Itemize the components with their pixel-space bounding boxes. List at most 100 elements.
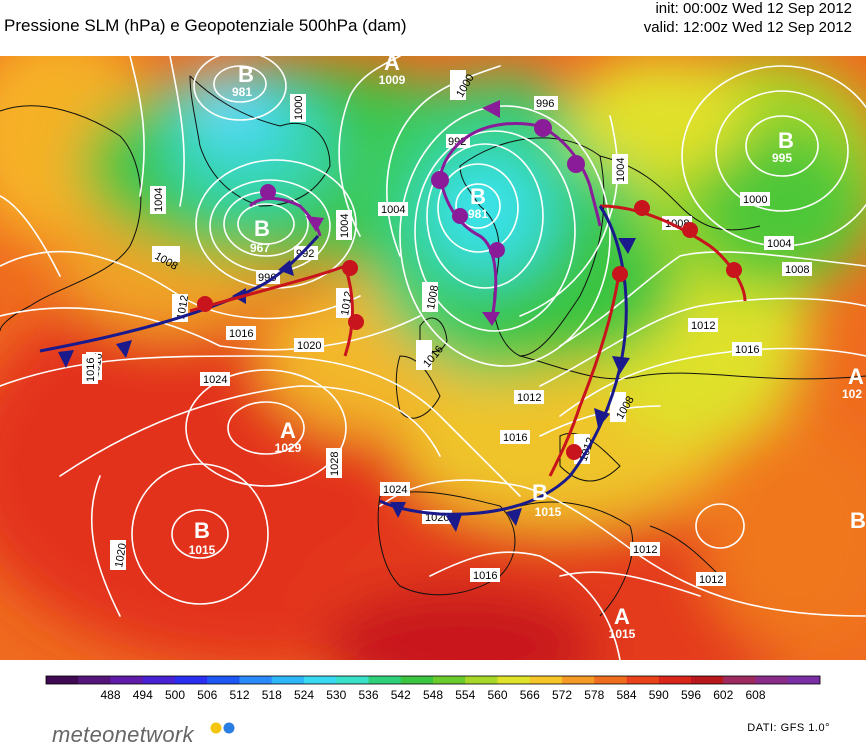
colorbar-tick-label: 602 (713, 688, 733, 702)
colorbar-swatch (46, 676, 79, 684)
brand-dots-icon (210, 722, 235, 734)
svg-text:1016: 1016 (503, 432, 527, 444)
colorbar-tick-label: 488 (100, 688, 120, 702)
svg-text:1008: 1008 (785, 264, 809, 276)
svg-text:1004: 1004 (767, 238, 791, 250)
colorbar-swatch (433, 676, 466, 684)
colorbar-tick-label: 584 (616, 688, 636, 702)
svg-text:1024: 1024 (383, 484, 407, 496)
colorbar-swatch (142, 676, 176, 684)
occluded-front-iceland (248, 184, 324, 237)
svg-text:992: 992 (296, 248, 314, 260)
svg-text:1012: 1012 (517, 392, 541, 404)
colorbar-tick-label: 596 (681, 688, 701, 702)
svg-text:1016: 1016 (229, 328, 253, 340)
isobar-label: 1012 (630, 542, 660, 556)
isobar-label: 1012 (696, 572, 726, 586)
colorbar-swatch (304, 676, 337, 684)
svg-text:1016: 1016 (85, 358, 97, 382)
colorbar-swatch (594, 676, 627, 684)
isobar-label: 996 (534, 96, 558, 110)
brand-logo-text: meteonetwork (52, 722, 194, 747)
isobar-label: 996 (256, 270, 280, 284)
colorbar-tick-label: 608 (745, 688, 765, 702)
isobar-label: 1008 (422, 282, 441, 312)
colorbar-tick-label: 542 (391, 688, 411, 702)
isobar-label: 1012 (688, 318, 718, 332)
colorbar-tick-label: 578 (584, 688, 604, 702)
colorbar-swatch (497, 676, 531, 684)
svg-text:B: B (778, 128, 794, 153)
colorbar-tick-label: 524 (294, 688, 314, 702)
colorbar-tick-label: 590 (649, 688, 669, 702)
svg-text:1012: 1012 (633, 544, 657, 556)
colorbar-swatch (271, 676, 305, 684)
isobar-label: 1004 (764, 236, 794, 250)
isobar-label: 1004 (336, 210, 352, 240)
svg-text:B: B (194, 518, 210, 543)
colorbar-swatch (110, 676, 144, 684)
colorbar-swatch (787, 676, 821, 684)
low-pressure-center: B (850, 508, 866, 533)
data-source: DATI: GFS 1.0° (747, 722, 830, 734)
svg-text:981: 981 (232, 85, 252, 99)
svg-text:1024: 1024 (203, 374, 227, 386)
isobar-label: 1016 (732, 342, 762, 356)
colorbar-swatch (562, 676, 595, 684)
svg-text:1012: 1012 (699, 574, 723, 586)
isobar-label: 1020 (294, 338, 324, 352)
isobar-label: 1004 (612, 154, 628, 184)
svg-text:1004: 1004 (153, 188, 165, 212)
svg-text:B: B (238, 62, 254, 87)
colorbar-swatch (207, 676, 240, 684)
cold-front-europe (379, 205, 636, 532)
svg-text:996: 996 (536, 98, 554, 110)
colorbar-swatch (368, 676, 402, 684)
colorbar-tick-label: 530 (326, 688, 346, 702)
isobar-label: 1000 (290, 94, 306, 122)
svg-text:A: A (280, 418, 296, 443)
colorbar-swatch (400, 676, 434, 684)
valid-time: valid: 12:00z Wed 12 Sep 2012 (643, 19, 852, 36)
isobar-label: 1008 (782, 262, 812, 276)
colorbar-tick-label: 566 (520, 688, 540, 702)
svg-text:A: A (614, 604, 630, 629)
colorbar: 488 494 500 506 512 518 524 530 536 542 548 554 560 5… (0, 672, 866, 702)
colorbar-swatch (691, 676, 724, 684)
svg-text:B: B (254, 216, 270, 241)
svg-text:1016: 1016 (473, 570, 497, 582)
isobar-label: 1016 (470, 568, 500, 582)
isobar-label: 1024 (200, 372, 230, 386)
isobar-label: 1016 (226, 326, 256, 340)
svg-text:1012: 1012 (691, 320, 715, 332)
isobar-label: 1016 (82, 354, 98, 384)
isobar-label: 1004 (150, 186, 166, 214)
colorbar-tick-label: 548 (423, 688, 443, 702)
svg-text:1000: 1000 (293, 96, 305, 120)
svg-text:1004: 1004 (615, 158, 627, 182)
colorbar-swatch (723, 676, 756, 684)
svg-text:1000: 1000 (743, 194, 767, 206)
svg-text:1004: 1004 (339, 214, 351, 238)
svg-text:1008: 1008 (425, 284, 441, 310)
isobar-label: 1004 (378, 202, 408, 216)
warm-front-russia (599, 200, 747, 302)
svg-text:1020: 1020 (297, 340, 321, 352)
colorbar-tick-label: 572 (552, 688, 572, 702)
colorbar-tick-label: 536 (358, 688, 378, 702)
colorbar-swatch (465, 676, 498, 684)
warm-front-atlantic (189, 260, 364, 357)
colorbar-swatch (336, 676, 369, 684)
colorbar-tick-label: 518 (262, 688, 282, 702)
isobar-label: 1016 (500, 430, 530, 444)
geopotential-shading (0, 56, 866, 660)
svg-text:1009: 1009 (379, 73, 406, 87)
isobar-label: 1000 (740, 192, 770, 206)
svg-text:995: 995 (772, 151, 792, 165)
